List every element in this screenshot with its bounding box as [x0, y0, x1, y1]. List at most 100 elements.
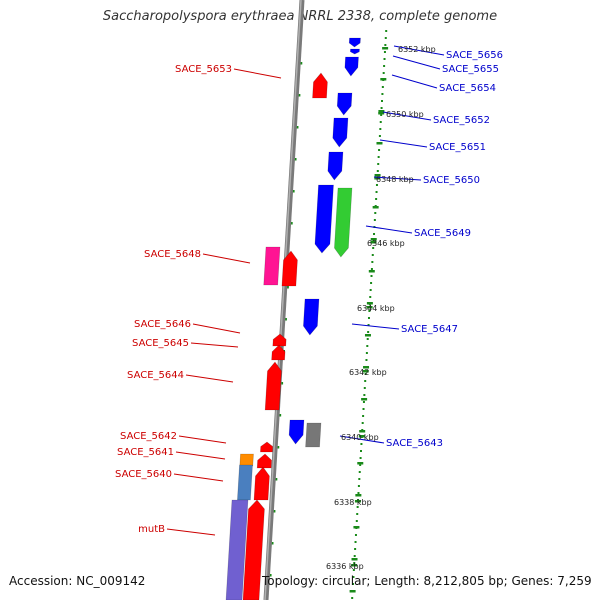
gene-steel-block[interactable]	[237, 464, 253, 501]
right-ruler-dot	[352, 569, 355, 571]
gene-label-sace-5644[interactable]: SACE_5644	[127, 370, 184, 381]
gene-label-sace-5653[interactable]: SACE_5653	[175, 64, 232, 75]
gene-label-sace-5649[interactable]: SACE_5649	[414, 228, 471, 239]
right-ruler-dot	[384, 37, 387, 39]
right-minor-tick	[376, 142, 383, 145]
right-minor-tick	[374, 174, 381, 177]
right-ruler-dot	[360, 450, 362, 452]
right-ruler-dot	[352, 576, 355, 578]
gene-sace-5644[interactable]	[264, 361, 282, 411]
gene-mutb-red[interactable]	[242, 499, 265, 600]
gene-mutb[interactable]	[225, 499, 249, 600]
right-ruler-dot	[384, 44, 387, 46]
right-ruler-dot	[371, 254, 374, 256]
right-tick-8	[351, 564, 358, 567]
gene-label-sace-5641[interactable]: SACE_5641	[117, 447, 174, 458]
gene-label-sace-5647[interactable]: SACE_5647	[401, 324, 458, 335]
right-ruler-dot	[367, 317, 370, 319]
right-ruler-dot	[363, 387, 366, 389]
right-ruler-dot	[367, 331, 370, 333]
right-ruler-dot	[366, 345, 369, 347]
right-ruler-dot	[353, 555, 356, 557]
right-ruler-dot	[373, 219, 376, 221]
right-ruler-dot	[352, 583, 355, 585]
gene-sace-5643-a[interactable]	[288, 419, 305, 445]
right-minor-tick	[349, 590, 356, 593]
leader-sace-5648	[202, 253, 251, 264]
gene-label-sace-5656[interactable]: SACE_5656	[446, 50, 503, 61]
forward-gene-labels: SACE_5653 SACE_5648 SACE_5646 SACE_5645 …	[115, 64, 232, 535]
gene-sace-5651[interactable]	[332, 117, 349, 148]
right-tick-3	[370, 241, 377, 244]
gene-label-sace-5640[interactable]: SACE_5640	[115, 469, 172, 480]
right-ruler-dot	[375, 198, 378, 200]
right-ruler-dot	[372, 247, 375, 249]
right-ruler-dot	[358, 471, 361, 473]
right-ruler-dot	[370, 268, 373, 270]
right-ruler-dot	[374, 212, 377, 214]
gene-label-sace-5651[interactable]: SACE_5651	[429, 142, 486, 153]
gene-orange-block[interactable]	[239, 453, 254, 467]
right-ruler-dot	[368, 310, 371, 312]
right-ruler-dot	[364, 373, 367, 375]
gene-sace-5642[interactable]	[260, 441, 274, 453]
gene-label-sace-5645[interactable]: SACE_5645	[132, 338, 189, 349]
right-ruler-dot	[379, 128, 382, 130]
genome-backbone	[263, 0, 305, 600]
leader-sace-5641	[175, 451, 226, 460]
gene-sace-5647[interactable]	[303, 298, 320, 336]
scale-label-6352: 6352 kbp	[398, 45, 436, 54]
gene-sace-5650[interactable]	[327, 151, 344, 181]
gene-sace-5654[interactable]	[344, 56, 359, 77]
gene-sace-5648-a[interactable]	[263, 246, 281, 286]
gene-label-sace-5655[interactable]: SACE_5655	[442, 64, 499, 75]
right-ruler-dot	[383, 51, 386, 53]
gene-label-mutb[interactable]: mutB	[138, 524, 165, 535]
gene-sace-5648-b[interactable]	[281, 250, 298, 287]
gene-sace-5649-a[interactable]	[314, 184, 334, 254]
right-ruler-dot	[362, 401, 365, 403]
gene-sace-5653[interactable]	[312, 72, 328, 99]
gene-label-sace-5642[interactable]: SACE_5642	[120, 431, 177, 442]
right-tick-5	[362, 370, 369, 373]
right-minor-tick	[366, 302, 373, 305]
scale-label-6344: 6344 kbp	[357, 304, 395, 313]
right-ruler-dot	[351, 597, 354, 599]
gene-sace-5643-b[interactable]	[305, 422, 322, 448]
right-minor-tick	[353, 526, 360, 529]
topology-text: Topology: circular; Length: 8,212,805 bp…	[262, 574, 592, 588]
right-ruler-dot	[360, 443, 363, 445]
gene-label-sace-5648[interactable]: SACE_5648	[144, 249, 201, 260]
gene-sace-5640[interactable]	[253, 466, 270, 501]
right-tick-4	[366, 306, 373, 309]
right-ruler-dot	[381, 100, 383, 102]
label-leader-lines	[166, 45, 445, 536]
gene-label-sace-5654[interactable]: SACE_5654	[439, 83, 496, 94]
right-ruler-dot	[361, 422, 364, 424]
reverse-gene-labels: SACE_5656 SACE_5655 SACE_5654 SACE_5652 …	[386, 50, 503, 449]
right-ruler-dot	[369, 296, 372, 298]
gene-sace-5652[interactable]	[336, 92, 353, 116]
gene-label-sace-5643[interactable]: SACE_5643	[386, 438, 443, 449]
right-ruler-dot	[354, 534, 357, 536]
right-ruler-dot	[359, 464, 362, 466]
gene-features	[225, 37, 361, 600]
gene-sace-5656[interactable]	[348, 37, 361, 48]
right-ruler-dot	[364, 380, 367, 382]
gene-label-sace-5650[interactable]: SACE_5650	[423, 175, 480, 186]
gene-sace-5649-b[interactable]	[334, 187, 353, 258]
right-ruler-dot	[362, 408, 365, 410]
gene-sace-5641[interactable]	[256, 453, 272, 469]
right-minor-tick	[364, 334, 371, 337]
leader-sace-5650	[373, 176, 422, 181]
right-ruler-dot	[369, 289, 372, 291]
gene-label-sace-5652[interactable]: SACE_5652	[433, 115, 490, 126]
scale-label-6342: 6342 kbp	[349, 368, 387, 377]
right-ruler-dot	[377, 163, 380, 165]
genome-backbone-highlight	[264, 0, 302, 600]
right-ruler-dot	[380, 114, 383, 116]
gene-sace-5655[interactable]	[350, 48, 360, 55]
right-minor-tick	[368, 270, 375, 273]
gene-label-sace-5646[interactable]: SACE_5646	[134, 319, 191, 330]
gene-sace-5645[interactable]	[271, 344, 286, 361]
